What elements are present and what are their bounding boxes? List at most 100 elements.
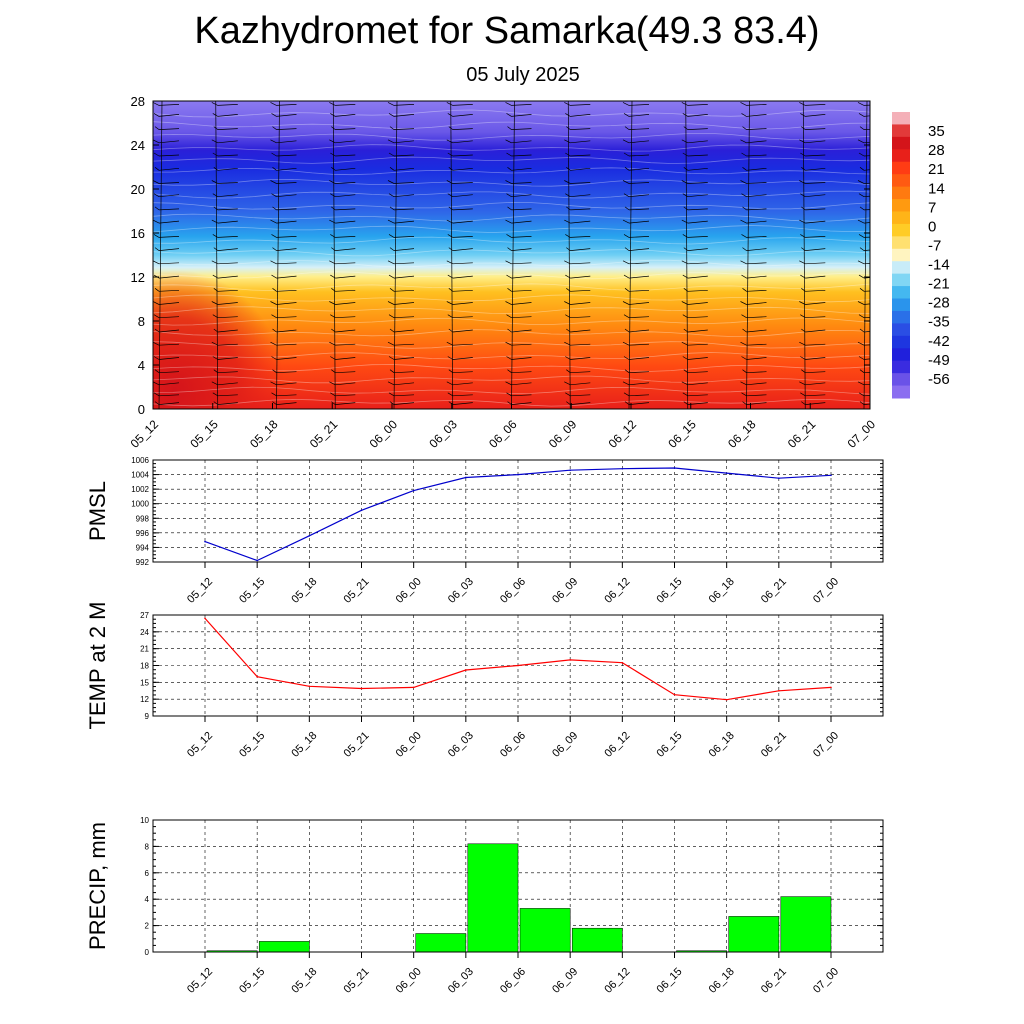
colorbar-label: -35 — [928, 314, 950, 331]
y-tick-label: 27 — [140, 611, 149, 620]
wind-barb-staff — [685, 101, 689, 409]
y-tick-label: 15 — [140, 678, 149, 687]
colorbar-label: -14 — [928, 257, 950, 274]
data-point — [673, 467, 676, 469]
wind-barb-staff — [158, 101, 163, 409]
contour-line — [153, 144, 870, 152]
x-tick-label: 05_21 — [342, 730, 372, 760]
pmsl-panel: 992 994 996 998 1000 1002 1004 1006 05_12 05_15 05… — [85, 456, 884, 606]
colorbar-label: -7 — [928, 237, 941, 254]
contour-line — [153, 190, 870, 199]
contour-line — [153, 236, 870, 245]
x-tick-label: 06_18 — [707, 576, 737, 606]
panel-frame — [152, 614, 884, 717]
data-point — [204, 540, 206, 543]
y-tick-label: 8 — [145, 842, 150, 851]
x-tick-label: 05_12 — [185, 576, 215, 606]
x-tick-label: 06_21 — [759, 966, 789, 996]
x-tick-label: 06_03 — [446, 576, 476, 606]
x-tick-label: 07_00 — [811, 730, 841, 760]
x-tick-label: 06_09 — [550, 730, 580, 760]
colorbar-label: 28 — [928, 142, 945, 159]
colorbar-swatch — [892, 385, 910, 399]
colorbar-swatch — [892, 223, 910, 237]
precip-bar — [258, 941, 310, 953]
data-point — [412, 489, 415, 492]
y-tick-label: 12 — [131, 270, 145, 285]
x-tick-label: 05_12 — [185, 966, 215, 996]
panel-frame — [152, 459, 884, 563]
y-tick-label: 0 — [145, 948, 150, 957]
y-axis-title: TEMP at 2 M — [85, 602, 110, 730]
colorbar-label: -42 — [928, 333, 950, 350]
wind-barb-staff — [215, 101, 219, 409]
contour-line — [153, 201, 870, 210]
y-tick-label: 4 — [138, 358, 145, 373]
contour-line — [153, 133, 870, 141]
x-tick-label: 05_18 — [289, 730, 319, 760]
data-point — [778, 689, 780, 692]
contour-line — [153, 156, 870, 164]
x-tick-label: 06_06 — [498, 966, 528, 996]
contour-line — [153, 225, 870, 233]
precip-bar — [728, 916, 780, 953]
y-tick-label: 9 — [145, 712, 150, 721]
x-tick-label: 06_12 — [606, 417, 640, 451]
wind-barb-column — [681, 101, 708, 409]
contour-line — [153, 249, 870, 257]
contour-line — [153, 167, 870, 176]
colorbar-swatch — [892, 149, 910, 163]
wind-barb — [622, 102, 650, 405]
data-point — [256, 675, 258, 678]
y-axis-title: PMSL — [85, 481, 110, 541]
y-tick-label: 24 — [131, 138, 145, 153]
wind-barb-staff — [393, 101, 398, 409]
data-point — [778, 477, 780, 480]
chart-subtitle: 05 July 2025 — [466, 64, 580, 86]
colorbar-swatch — [892, 174, 910, 188]
y-tick-label: 992 — [136, 558, 150, 567]
wind-barb-column — [505, 101, 532, 409]
data-point — [673, 693, 676, 696]
colorbar-label: 0 — [928, 218, 936, 235]
wind-barb-column — [564, 101, 591, 409]
x-tick-label: 05_18 — [289, 576, 319, 606]
y-tick-label: 1002 — [131, 485, 149, 494]
x-tick-label: 05_18 — [289, 966, 319, 996]
x-tick-label: 06_00 — [394, 966, 424, 996]
colorbar: 35 28 21 14 7 0 -7 -14 -21 -28 -35 -42 -49 -56 — [892, 112, 950, 399]
y-tick-label: 12 — [140, 695, 149, 704]
y-tick-label: 0 — [138, 402, 145, 417]
data-point — [517, 664, 519, 667]
data-point — [256, 559, 258, 562]
temperature-contours — [153, 109, 870, 407]
precip-bar — [415, 933, 467, 953]
x-tick-label: 06_21 — [759, 730, 789, 760]
x-tick-label: 06_09 — [550, 966, 580, 996]
y-tick-label: 4 — [145, 895, 150, 904]
precip-bar — [519, 908, 571, 953]
colorbar-swatch — [892, 310, 910, 324]
y-tick-label: 1000 — [131, 500, 149, 509]
wind-barb — [505, 102, 532, 405]
x-tick-label: 07_00 — [811, 576, 841, 606]
heatmap-x-axis: 05_12 05_15 05_18 05_21 06_00 06_03 06_06 06_09… — [128, 403, 878, 451]
colorbar-label: -21 — [928, 276, 950, 293]
wind-barb-staff — [567, 101, 571, 409]
wind-barb-staff — [746, 101, 750, 409]
data-point — [465, 669, 467, 671]
x-tick-label: 06_12 — [602, 576, 632, 606]
x-tick-label: 06_15 — [665, 417, 699, 451]
x-tick-label: 05_12 — [128, 417, 162, 451]
x-tick-label: 06_06 — [486, 417, 520, 451]
contour-line — [153, 317, 870, 326]
y-tick-label: 6 — [145, 869, 150, 878]
wind-barb-staff — [450, 101, 454, 409]
wind-barb-staff — [276, 101, 280, 409]
data-point — [308, 534, 311, 537]
x-tick-label: 06_21 — [759, 576, 789, 606]
x-tick-label: 06_00 — [367, 417, 401, 451]
colorbar-label: -49 — [928, 352, 950, 369]
